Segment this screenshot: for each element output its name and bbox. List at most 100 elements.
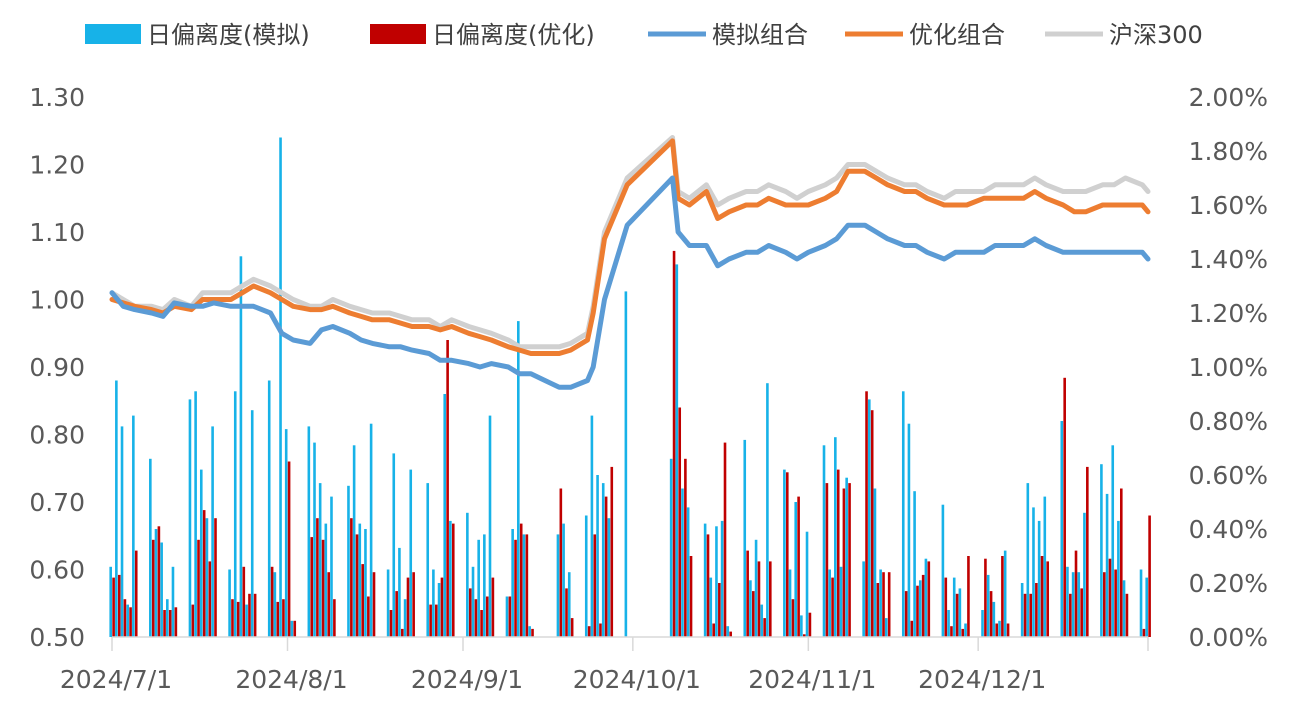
legend: 日偏离度(模拟) 日偏离度(优化) 模拟组合 优化组合 沪深300 (85, 21, 1203, 49)
bar-simulated (834, 437, 837, 637)
bar-simulated (675, 264, 679, 637)
bar-simulated (1111, 445, 1115, 637)
bar-simulated (754, 539, 758, 637)
bar-simulated (981, 610, 984, 637)
bar-simulated (352, 445, 356, 637)
bar-simulated (386, 569, 390, 637)
bar-optimized (412, 572, 415, 637)
line-series (109, 135, 1151, 390)
bar-optimized (231, 599, 234, 637)
bar-simulated (596, 475, 599, 637)
bar-simulated (398, 547, 401, 637)
bar-optimized (508, 596, 512, 637)
bar-simulated (233, 391, 237, 637)
bar-simulated (913, 491, 916, 637)
bar-optimized (197, 539, 200, 637)
bar-optimized (802, 634, 806, 637)
bar-optimized (531, 628, 534, 637)
bar-optimized (112, 577, 115, 637)
x-tick-label: 2024/12/1 (918, 665, 1046, 694)
right-tick-label: 1.00% (1189, 353, 1268, 382)
bar-optimized (785, 472, 789, 637)
right-tick-label: 0.40% (1189, 515, 1268, 544)
bar-optimized (282, 599, 285, 637)
bar-optimized (451, 523, 455, 637)
bar-optimized (1001, 556, 1004, 637)
bar-optimized (446, 340, 449, 637)
bar-optimized (882, 572, 885, 637)
bar-optimized (836, 469, 840, 637)
bar-simulated (1003, 550, 1007, 637)
bar-optimized (316, 518, 319, 637)
legend-label-1: 日偏离度(优化) (432, 21, 595, 49)
bar-simulated (109, 566, 112, 637)
bar-simulated (590, 415, 594, 637)
bar-optimized (1142, 628, 1146, 637)
bar-optimized (1040, 556, 1044, 637)
x-tick-label: 2024/10/1 (573, 665, 701, 694)
right-tick-label: 1.80% (1189, 137, 1268, 166)
bar-optimized (287, 461, 291, 637)
bar-optimized (559, 488, 563, 637)
bar-simulated (120, 426, 124, 637)
bar-simulated (426, 483, 430, 637)
bar-optimized (1023, 593, 1027, 637)
bar-optimized (485, 596, 489, 637)
bar-optimized (395, 591, 398, 637)
bar-simulated (318, 483, 322, 637)
bar-simulated (998, 620, 1001, 637)
bar-simulated (901, 391, 905, 637)
bar-simulated (511, 529, 514, 637)
right-tick-label: 0.60% (1189, 461, 1268, 490)
bar-simulated (449, 520, 452, 637)
bar-simulated (188, 399, 192, 637)
left-tick-label: 1.20 (29, 151, 85, 180)
bar-optimized (808, 612, 812, 637)
bar-simulated (250, 410, 254, 637)
bar-simulated (562, 523, 565, 637)
bar-simulated (918, 580, 922, 637)
bar-optimized (480, 610, 483, 637)
bar-optimized (1074, 550, 1078, 637)
bar-simulated (347, 485, 350, 637)
bar-simulated (284, 429, 288, 637)
bar-simulated (505, 596, 509, 637)
bar-simulated (313, 442, 316, 637)
bar-simulated (828, 569, 831, 637)
bar-simulated (517, 321, 520, 637)
bar-optimized (689, 556, 693, 637)
bar-simulated (522, 534, 526, 637)
bar-optimized (134, 550, 138, 637)
bar-simulated (958, 588, 962, 637)
bar-optimized (797, 496, 800, 637)
left-tick-label: 0.90 (29, 353, 85, 382)
bar-simulated (788, 569, 792, 637)
bar-optimized (191, 604, 195, 637)
bar-simulated (392, 453, 396, 637)
bar-simulated (584, 515, 588, 637)
bar-simulated (290, 620, 294, 637)
bar-simulated (986, 574, 990, 637)
line-模拟组合 (109, 175, 1151, 390)
bar-simulated (364, 529, 367, 637)
bar-simulated (1037, 520, 1041, 637)
bar-simulated (924, 558, 928, 637)
bar-simulated (800, 615, 803, 637)
bar-optimized (876, 583, 880, 637)
bar-simulated (601, 483, 605, 637)
bar-simulated (330, 496, 333, 637)
bar-simulated (720, 520, 724, 637)
bar-optimized (712, 623, 715, 637)
legend-label-2: 模拟组合 (712, 21, 808, 49)
bar-simulated (952, 577, 956, 637)
bar-simulated (703, 523, 707, 637)
bar-optimized (1046, 561, 1049, 637)
bar-simulated (1105, 493, 1109, 637)
bar-optimized (123, 599, 127, 637)
bar-optimized (910, 620, 914, 637)
x-tick-label: 2024/9/1 (411, 665, 523, 694)
bar-simulated (624, 291, 628, 637)
bar-optimized (242, 566, 246, 637)
bar-simulated (239, 256, 243, 637)
